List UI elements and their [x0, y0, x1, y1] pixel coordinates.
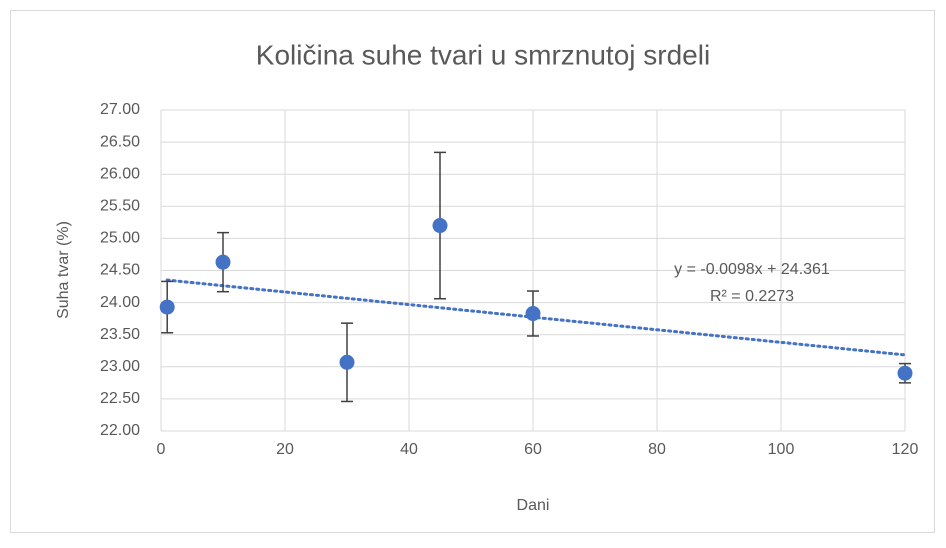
y-tick-label: 22.50 [100, 390, 140, 407]
trendline-equation: y = -0.0098x + 24.361 [674, 261, 830, 278]
x-tick-label: 100 [768, 441, 795, 458]
point [525, 306, 541, 322]
y-tick-label: 25.50 [100, 198, 140, 215]
y-tick-label: 27.00 [100, 101, 140, 118]
point [897, 365, 913, 381]
y-tick-label: 26.00 [100, 165, 140, 182]
y-tick-label: 25.00 [100, 230, 140, 247]
x-axis-label: Dani [517, 497, 550, 514]
x-tick-label: 60 [524, 441, 542, 458]
y-tick-label: 24.00 [100, 294, 140, 311]
x-tick-label: 80 [648, 441, 666, 458]
point [339, 354, 355, 370]
x-tick-label: 0 [157, 441, 166, 458]
point [432, 218, 448, 234]
x-tick-label: 40 [400, 441, 418, 458]
point [215, 254, 231, 270]
y-tick-label: 24.50 [100, 262, 140, 279]
y-tick-label: 23.50 [100, 326, 140, 343]
x-tick-label: 20 [276, 441, 294, 458]
chart-title: Količina suhe tvari u smrznutoj srdeli [256, 39, 710, 70]
point [159, 299, 175, 315]
y-tick-label: 23.00 [100, 358, 140, 375]
trendline-r-squared: R² = 0.2273 [710, 288, 794, 305]
y-tick-label: 26.50 [100, 133, 140, 150]
x-tick-label: 120 [892, 441, 919, 458]
y-tick-label: 22.00 [100, 422, 140, 439]
y-axis-label: Suha tvar (%) [55, 221, 72, 319]
